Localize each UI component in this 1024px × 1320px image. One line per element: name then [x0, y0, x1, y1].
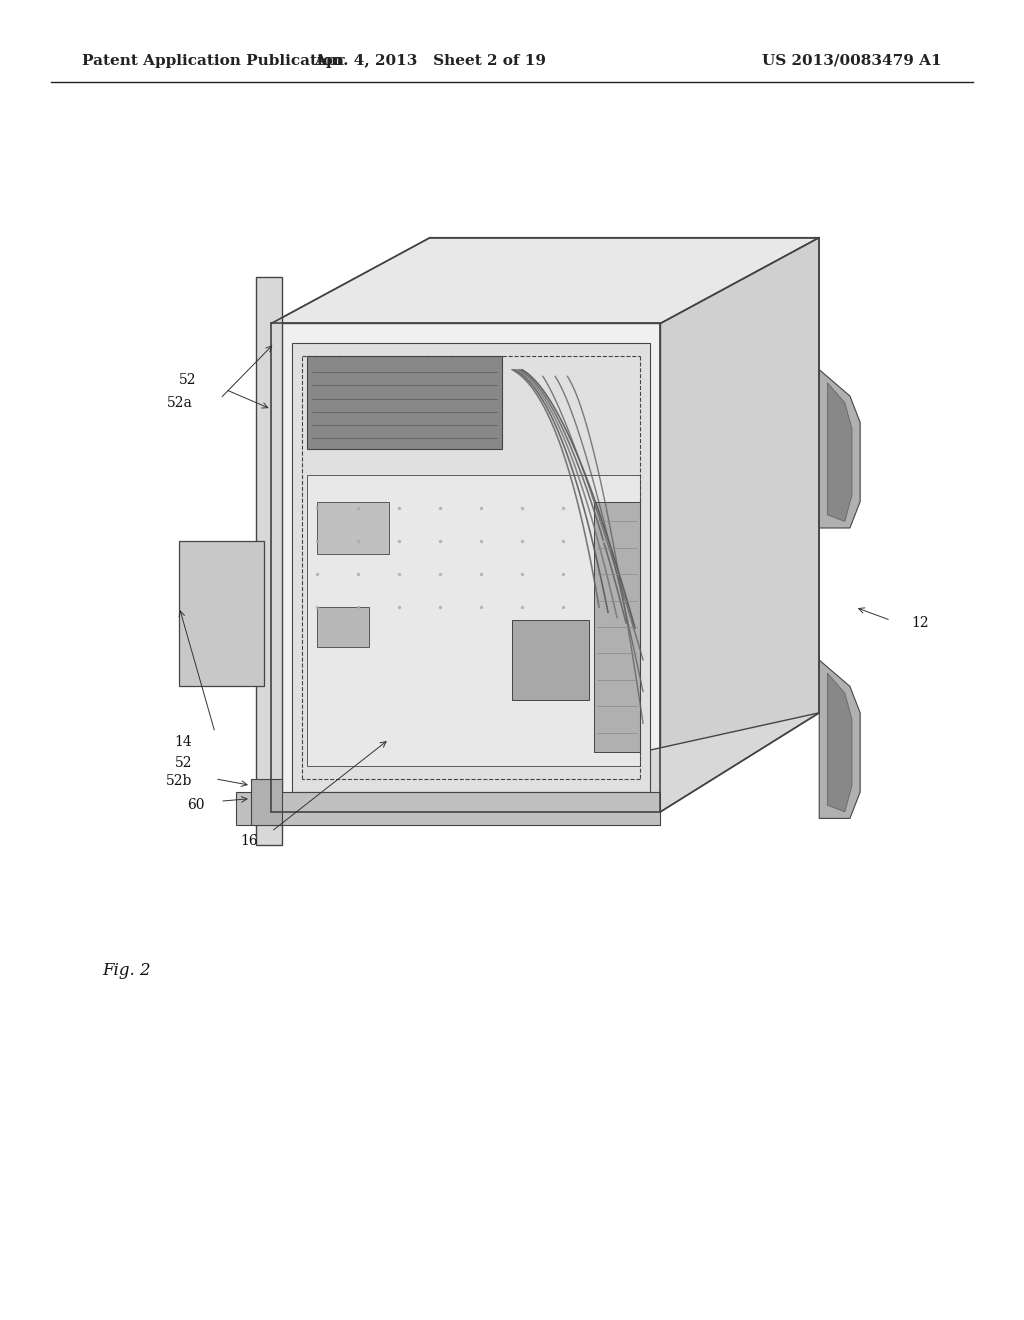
- Polygon shape: [271, 713, 819, 812]
- Text: 52: 52: [175, 756, 193, 770]
- Polygon shape: [251, 779, 282, 825]
- Polygon shape: [256, 277, 282, 845]
- Text: 60: 60: [187, 799, 205, 812]
- Polygon shape: [317, 502, 389, 554]
- Polygon shape: [317, 607, 369, 647]
- Polygon shape: [660, 238, 819, 799]
- Polygon shape: [271, 238, 819, 323]
- Text: 52: 52: [179, 374, 197, 387]
- Text: Fig. 2: Fig. 2: [102, 962, 151, 978]
- Polygon shape: [307, 356, 502, 449]
- Text: 12: 12: [911, 616, 929, 630]
- Polygon shape: [819, 370, 860, 528]
- Polygon shape: [512, 620, 589, 700]
- Text: Apr. 4, 2013   Sheet 2 of 19: Apr. 4, 2013 Sheet 2 of 19: [314, 54, 546, 67]
- Text: US 2013/0083479 A1: US 2013/0083479 A1: [763, 54, 942, 67]
- Polygon shape: [827, 673, 852, 812]
- Polygon shape: [179, 541, 264, 686]
- Polygon shape: [819, 660, 860, 818]
- Text: 14: 14: [175, 735, 193, 748]
- Polygon shape: [292, 343, 650, 792]
- Text: Patent Application Publication: Patent Application Publication: [82, 54, 344, 67]
- Polygon shape: [236, 792, 660, 825]
- Polygon shape: [271, 323, 660, 812]
- Polygon shape: [307, 475, 640, 766]
- Text: 16: 16: [241, 834, 258, 847]
- Polygon shape: [594, 502, 640, 752]
- Text: 52a: 52a: [167, 396, 193, 409]
- Text: 52b: 52b: [166, 775, 193, 788]
- Polygon shape: [827, 383, 852, 521]
